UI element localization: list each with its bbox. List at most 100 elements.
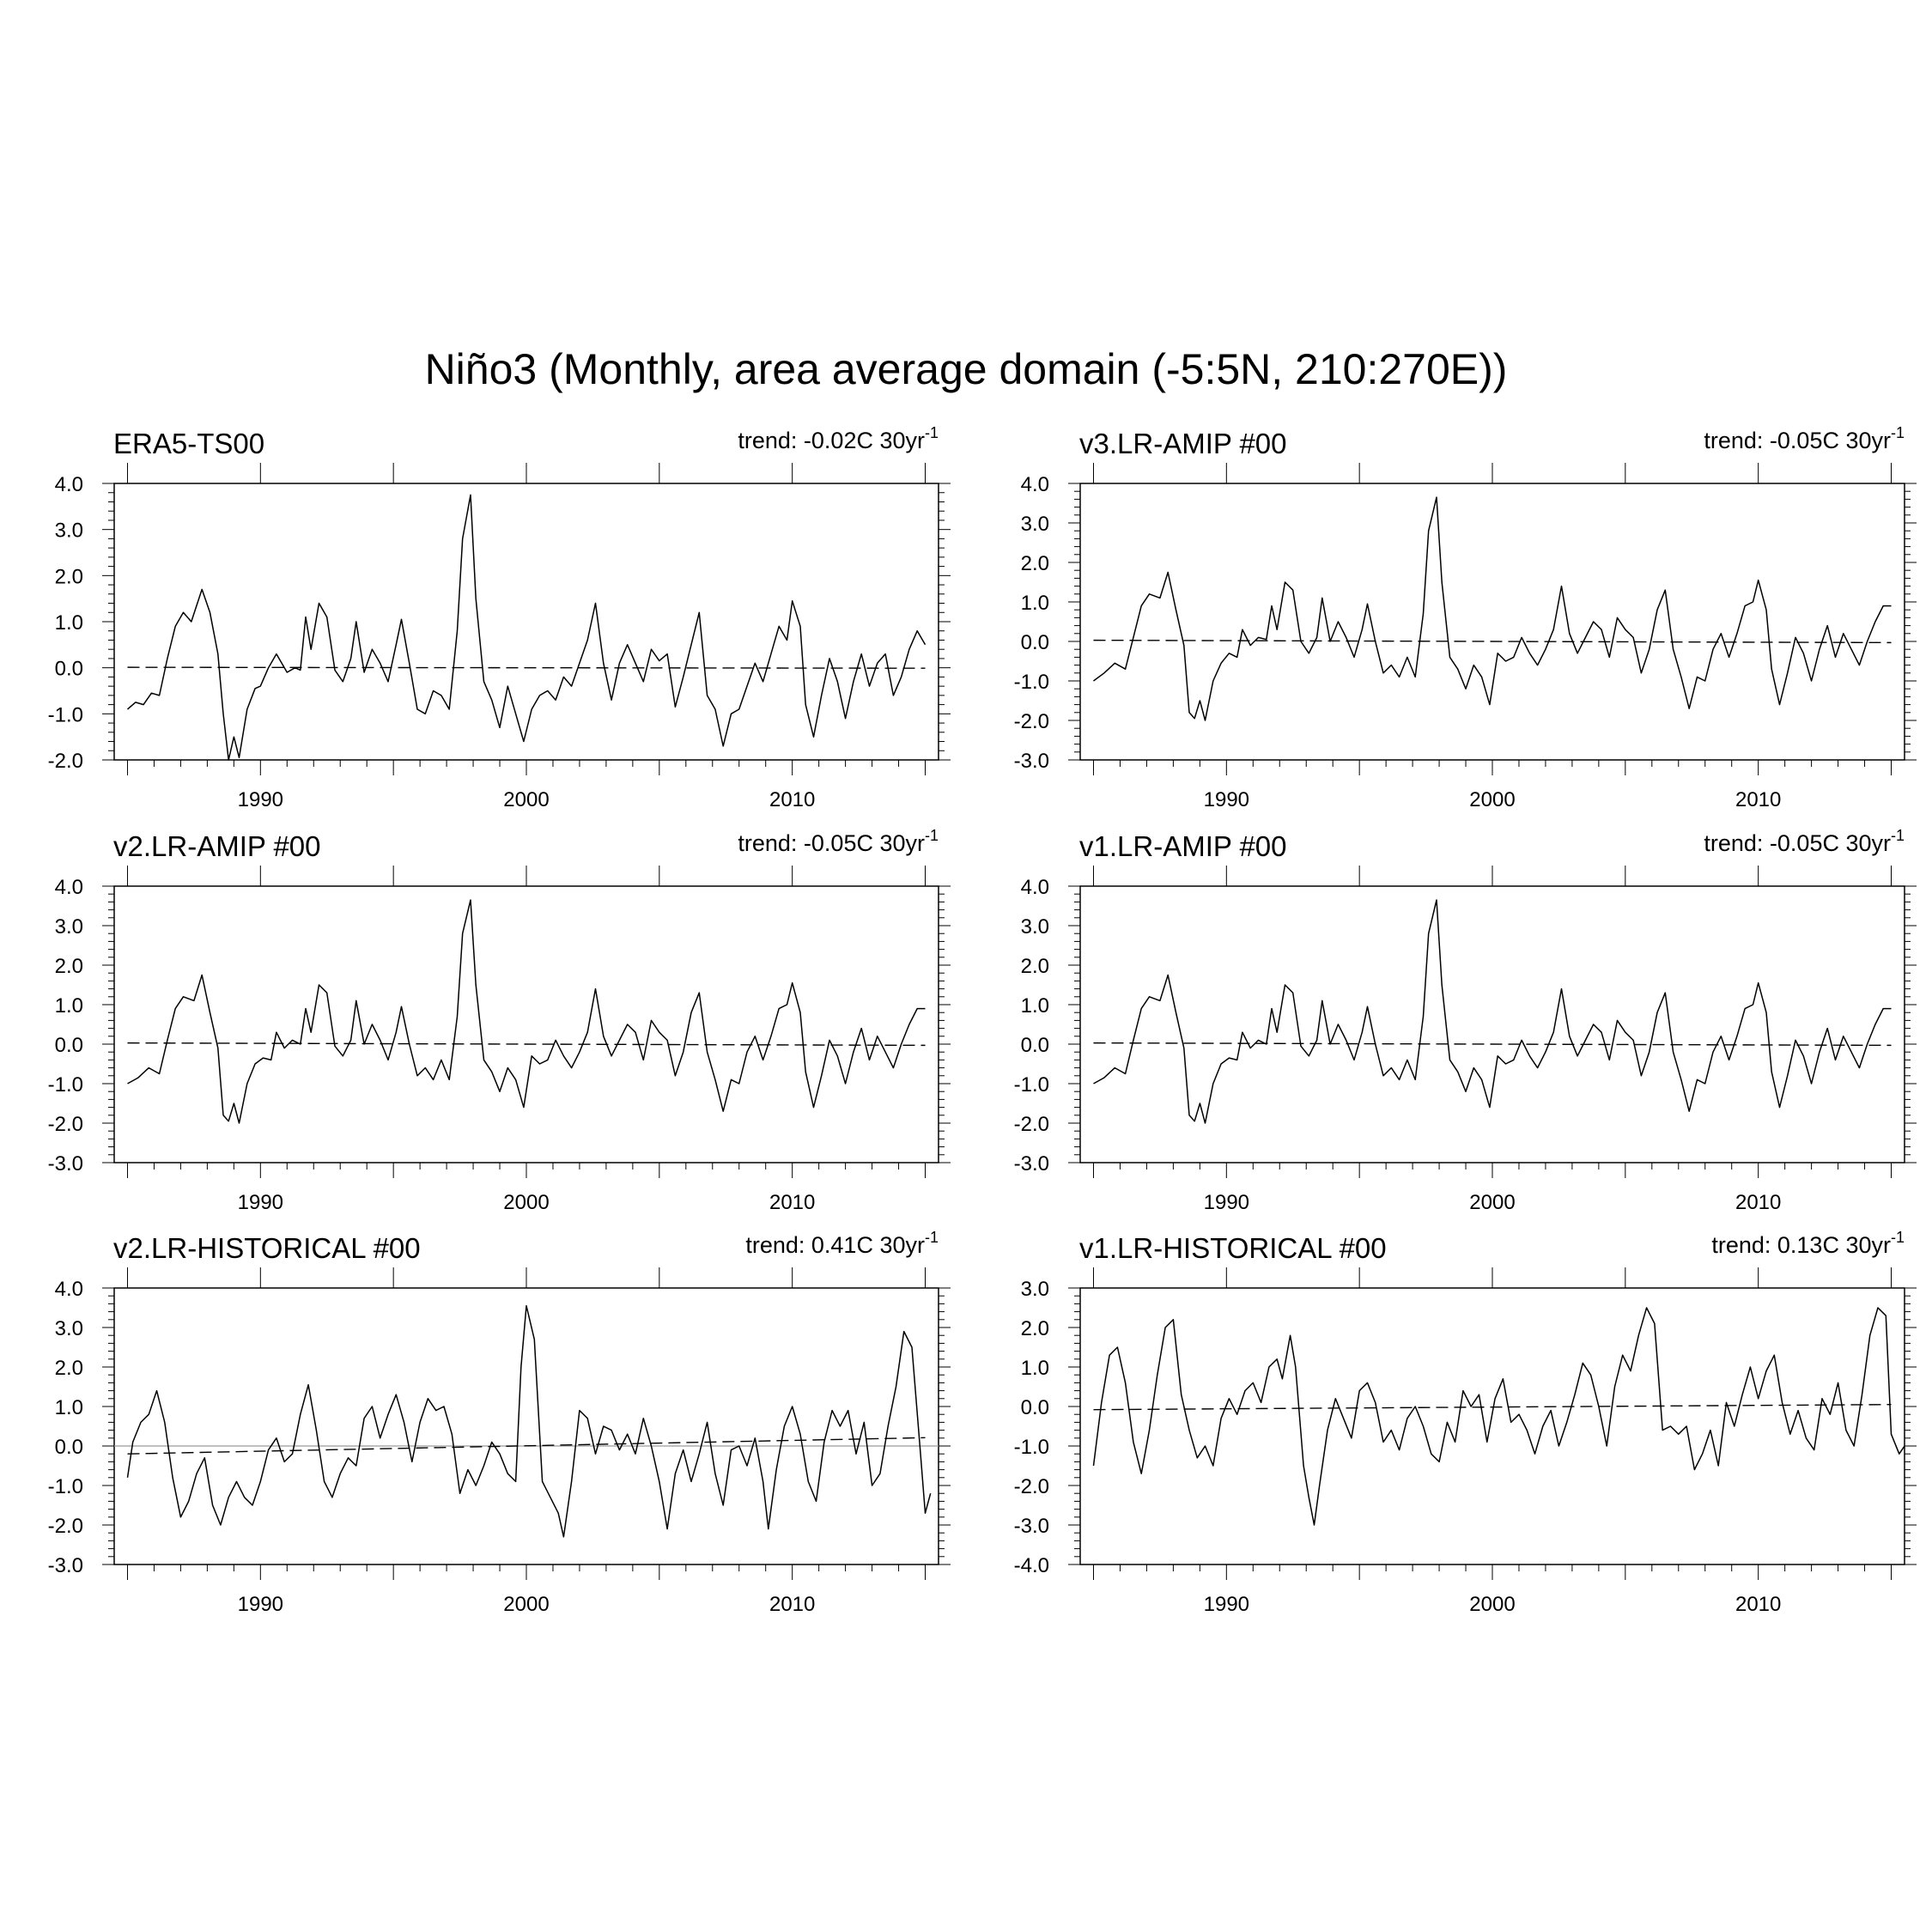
chart-panel: ERA5-TS00 trend: -0.02C 30yr-1 -2.0 -1.0 0.0… xyxy=(48,424,951,811)
chart-panel: v1.LR-HISTORICAL #00 trend: 0.13C 30yr-1 -… xyxy=(1014,1229,1917,1616)
trend-label: trend: 0.13C 30yr-1 xyxy=(1711,1229,1905,1258)
y-tick-label: 0.0 xyxy=(55,1034,83,1057)
y-tick-label: 1.0 xyxy=(55,611,83,635)
x-tick-label: 2000 xyxy=(1469,1191,1515,1214)
x-tick-label: 2010 xyxy=(1735,1593,1781,1616)
series-line xyxy=(1093,899,1892,1124)
trend-label: trend: -0.02C 30yr-1 xyxy=(738,424,939,453)
y-tick-label: -3.0 xyxy=(48,1152,83,1176)
trend-line xyxy=(127,1042,926,1047)
y-tick-label: 4.0 xyxy=(55,1278,83,1301)
y-tick-label: -1.0 xyxy=(1014,671,1049,694)
y-tick-label: 0.0 xyxy=(1021,1034,1049,1057)
y-tick-label: 3.0 xyxy=(1021,1278,1049,1301)
y-tick-label: -2.0 xyxy=(48,1113,83,1136)
series-line xyxy=(126,1304,932,1538)
series-line xyxy=(127,494,927,761)
trend-label-superscript: -1 xyxy=(1891,424,1905,441)
series-line xyxy=(127,899,926,1124)
x-tick-label: 1990 xyxy=(238,788,283,811)
y-tick-label: -3.0 xyxy=(1014,1515,1049,1538)
x-tick-label: 2000 xyxy=(503,1191,549,1214)
x-tick-label: 2000 xyxy=(1469,788,1515,811)
plot-frame xyxy=(1079,885,1905,1163)
panel-title: v1.LR-AMIP #00 xyxy=(1079,830,1287,862)
y-tick-label: 2.0 xyxy=(1021,1317,1049,1340)
x-tick-label: 2000 xyxy=(503,788,549,811)
y-tick-label: 1.0 xyxy=(1021,592,1049,615)
y-tick-label: 1.0 xyxy=(55,994,83,1018)
y-tick-label: 3.0 xyxy=(55,1317,83,1340)
y-tick-label: -3.0 xyxy=(1014,750,1049,773)
x-tick-label: 1990 xyxy=(1204,1593,1249,1616)
trend-label: trend: -0.05C 30yr-1 xyxy=(1704,827,1905,856)
trend-label-text: trend: -0.05C 30yr xyxy=(1704,830,1891,856)
panel-title: v3.LR-AMIP #00 xyxy=(1079,428,1287,459)
x-tick-label: 1990 xyxy=(1204,1191,1249,1214)
trend-label-text: trend: -0.05C 30yr xyxy=(738,830,925,856)
y-tick-label: 1.0 xyxy=(1021,994,1049,1018)
trend-line xyxy=(1093,1403,1892,1411)
y-tick-label: 1.0 xyxy=(1021,1357,1049,1380)
trend-line xyxy=(127,1437,926,1455)
trend-label: trend: 0.41C 30yr-1 xyxy=(745,1229,939,1258)
y-tick-label: -1.0 xyxy=(48,1475,83,1498)
chart-panel: v3.LR-AMIP #00 trend: -0.05C 30yr-1 -3.0 -2… xyxy=(1014,424,1917,811)
trend-label: trend: -0.05C 30yr-1 xyxy=(1704,424,1905,453)
x-tick-label: 1990 xyxy=(238,1191,283,1214)
plot-frame xyxy=(113,885,939,1163)
y-tick-label: 0.0 xyxy=(55,1436,83,1459)
y-tick-label: -2.0 xyxy=(1014,710,1049,733)
y-tick-label: 2.0 xyxy=(55,565,83,588)
y-tick-label: -2.0 xyxy=(1014,1113,1049,1136)
y-tick-label: -3.0 xyxy=(1014,1152,1049,1176)
trend-label-superscript: -1 xyxy=(925,424,939,441)
y-tick-label: 2.0 xyxy=(1021,955,1049,978)
chart-panel: v2.LR-AMIP #00 trend: -0.05C 30yr-1 -3.0 -2… xyxy=(48,827,951,1214)
y-tick-label: 0.0 xyxy=(1021,1396,1049,1419)
chart-panel: v2.LR-HISTORICAL #00 trend: 0.41C 30yr-1-… xyxy=(48,1229,951,1616)
trend-label-text: trend: 0.41C 30yr xyxy=(745,1232,925,1258)
y-tick-label: -1.0 xyxy=(1014,1073,1049,1097)
y-tick-label: 3.0 xyxy=(1021,915,1049,939)
y-tick-label: 3.0 xyxy=(55,519,83,543)
y-tick-label: 4.0 xyxy=(1021,473,1049,496)
y-tick-label: -1.0 xyxy=(48,1073,83,1097)
y-tick-label: 4.0 xyxy=(55,876,83,899)
plot-frame xyxy=(1079,1287,1905,1565)
x-tick-label: 2010 xyxy=(769,1191,815,1214)
x-tick-label: 1990 xyxy=(1204,788,1249,811)
y-tick-label: 3.0 xyxy=(1021,513,1049,536)
y-tick-label: -2.0 xyxy=(48,1515,83,1538)
trend-line xyxy=(1093,639,1892,644)
x-tick-label: 2010 xyxy=(1735,788,1781,811)
series-line xyxy=(1093,496,1892,721)
x-tick-label: 2000 xyxy=(503,1593,549,1616)
y-tick-label: 1.0 xyxy=(55,1396,83,1419)
x-tick-label: 2010 xyxy=(769,788,815,811)
y-tick-label: -1.0 xyxy=(1014,1436,1049,1459)
x-tick-label: 2000 xyxy=(1469,1593,1515,1616)
figure-title: Niño3 (Monthly, area average domain (-5:… xyxy=(424,345,1508,393)
trend-label-superscript: -1 xyxy=(925,1229,939,1246)
x-tick-label: 1990 xyxy=(238,1593,283,1616)
y-tick-label: 0.0 xyxy=(55,658,83,681)
trend-label: trend: -0.05C 30yr-1 xyxy=(738,827,939,856)
trend-line xyxy=(1093,1042,1892,1047)
x-tick-label: 2010 xyxy=(769,1593,815,1616)
trend-line xyxy=(127,666,926,669)
trend-label-text: trend: -0.05C 30yr xyxy=(1704,428,1891,453)
panel-title: ERA5-TS00 xyxy=(113,428,264,459)
series-line xyxy=(1092,1307,1905,1526)
panel-title: v2.LR-AMIP #00 xyxy=(113,830,321,862)
trend-label-superscript: -1 xyxy=(1891,827,1905,844)
y-tick-label: 2.0 xyxy=(55,955,83,978)
y-tick-label: 4.0 xyxy=(1021,876,1049,899)
panel-title: v1.LR-HISTORICAL #00 xyxy=(1079,1232,1387,1264)
y-tick-label: 3.0 xyxy=(55,915,83,939)
y-tick-label: -4.0 xyxy=(1014,1554,1049,1577)
y-tick-label: 0.0 xyxy=(1021,631,1049,654)
x-tick-label: 2010 xyxy=(1735,1191,1781,1214)
panel-title: v2.LR-HISTORICAL #00 xyxy=(113,1232,421,1264)
